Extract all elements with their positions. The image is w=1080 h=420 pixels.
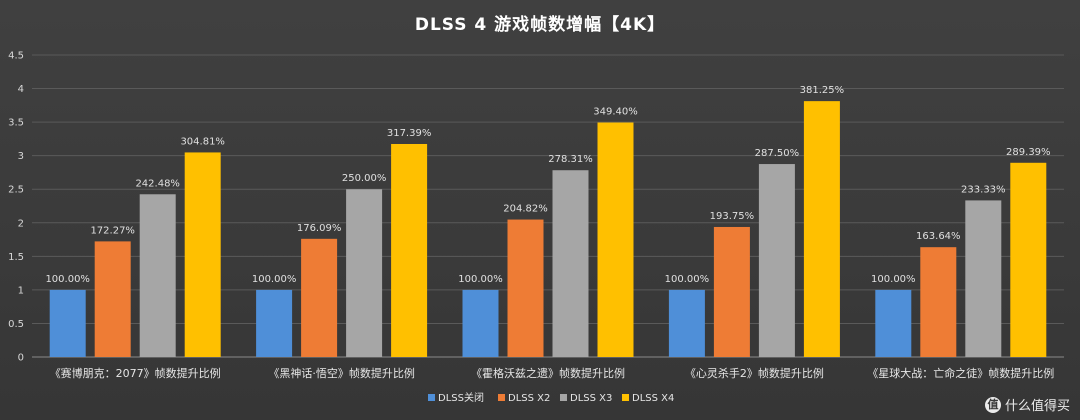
- bar: [184, 152, 221, 357]
- legend-swatch: [560, 394, 567, 401]
- chart-title: DLSS 4 游戏帧数增幅【4K】: [414, 15, 666, 35]
- data-label: 287.50%: [755, 148, 800, 159]
- bar: [965, 200, 1002, 357]
- bar: [49, 289, 86, 357]
- bar: [713, 226, 750, 357]
- y-tick-label: 0: [18, 353, 24, 364]
- data-label: 233.33%: [961, 184, 1006, 195]
- x-category-label: 《星球大战：亡命之徒》帧数提升比例: [867, 366, 1054, 380]
- y-tick-label: 2.5: [8, 185, 24, 196]
- bar: [875, 289, 912, 357]
- x-category-label: 《赛博朋克：2077》帧数提升比例: [50, 366, 221, 380]
- data-label: 250.00%: [342, 173, 387, 184]
- data-label: 100.00%: [252, 274, 297, 285]
- data-label: 100.00%: [665, 274, 710, 285]
- bar: [346, 189, 383, 357]
- watermark-text: 什么值得买: [1004, 399, 1070, 414]
- x-category-label: 《心灵杀手2》帧数提升比例: [685, 366, 824, 380]
- y-tick-label: 1.5: [8, 252, 24, 263]
- bar: [301, 238, 338, 357]
- data-label: 172.27%: [90, 225, 135, 236]
- watermark: 值 什么值得买: [984, 395, 1070, 414]
- bar: [507, 219, 544, 357]
- data-label: 278.31%: [548, 154, 593, 165]
- legend-swatch: [428, 394, 435, 401]
- y-tick-label: 4.5: [8, 51, 24, 62]
- legend-label: DLSS X4: [632, 393, 674, 404]
- legend-label: DLSS关闭: [438, 391, 484, 404]
- data-label: 100.00%: [458, 274, 503, 285]
- data-label: 100.00%: [871, 274, 916, 285]
- y-tick-label: 3: [18, 151, 24, 162]
- y-tick-label: 0.5: [8, 319, 24, 330]
- data-label: 176.09%: [297, 223, 342, 234]
- data-label: 204.82%: [503, 204, 548, 215]
- legend-label: DLSS X2: [508, 393, 550, 404]
- data-label: 304.81%: [180, 136, 225, 147]
- data-label: 317.39%: [387, 128, 432, 139]
- data-label: 242.48%: [135, 178, 180, 189]
- bar: [668, 289, 705, 357]
- data-label: 381.25%: [800, 85, 845, 96]
- y-tick-label: 2: [18, 218, 24, 229]
- data-label: 349.40%: [593, 107, 638, 118]
- x-category-label: 《黑神话·悟空》帧数提升比例: [268, 366, 415, 380]
- bar: [256, 289, 293, 357]
- bar: [462, 289, 499, 357]
- bar: [552, 170, 589, 357]
- bar: [758, 164, 795, 357]
- data-label: 163.64%: [916, 231, 961, 242]
- bar: [139, 194, 176, 357]
- data-label: 100.00%: [45, 274, 90, 285]
- bar: [803, 101, 840, 357]
- data-label: 193.75%: [710, 211, 755, 222]
- bar: [1010, 162, 1047, 357]
- legend-swatch: [498, 394, 505, 401]
- bar: [94, 241, 131, 357]
- y-tick-label: 4: [18, 84, 24, 95]
- y-tick-label: 3.5: [8, 118, 24, 129]
- bar: [391, 143, 428, 357]
- y-tick-label: 1: [18, 285, 24, 296]
- watermark-logo-icon: 值: [984, 396, 1001, 413]
- legend-label: DLSS X3: [570, 393, 612, 404]
- data-label: 289.39%: [1006, 147, 1051, 158]
- bar: [920, 247, 957, 357]
- x-category-label: 《霍格沃兹之遗》帧数提升比例: [471, 366, 625, 380]
- bar: [597, 122, 634, 357]
- legend-swatch: [622, 394, 629, 401]
